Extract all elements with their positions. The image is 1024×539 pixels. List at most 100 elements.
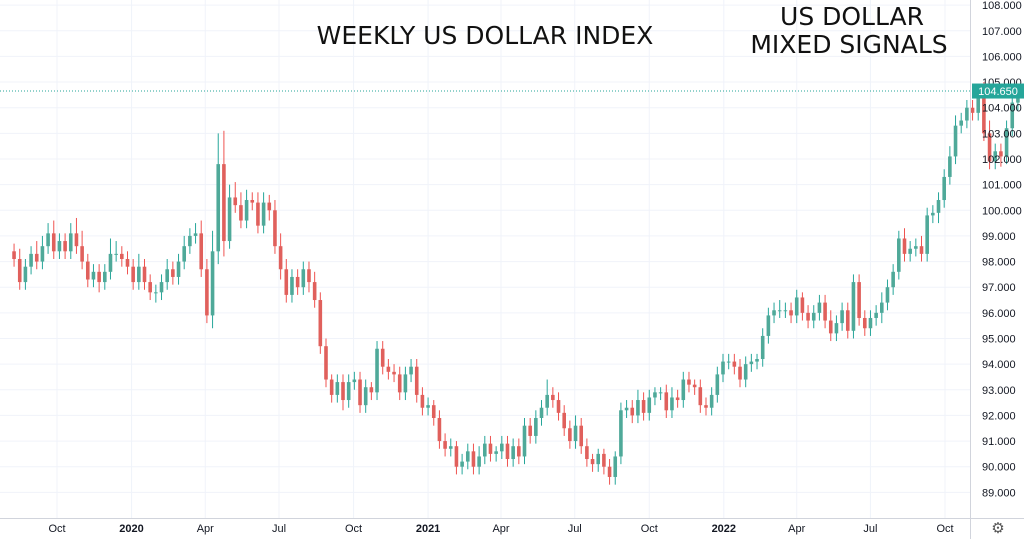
candle: [959, 112, 964, 134]
candle: [914, 238, 918, 257]
candle: [630, 400, 635, 424]
candle: [205, 259, 209, 324]
candle-body: [845, 310, 850, 331]
candle: [851, 274, 856, 339]
candle-body: [131, 266, 135, 283]
candle-body: [658, 392, 663, 394]
candle-body: [426, 405, 430, 408]
candle: [188, 228, 192, 254]
candle-body: [897, 238, 901, 272]
candle: [840, 302, 844, 331]
candle: [534, 410, 538, 444]
candle: [596, 448, 601, 472]
candle-body: [840, 310, 844, 324]
last-price-label: 104.650: [972, 83, 1024, 99]
candle: [942, 169, 946, 208]
candle-body: [74, 233, 79, 247]
x-tick-label: Oct: [345, 523, 362, 535]
candle: [392, 364, 396, 383]
candle: [987, 120, 992, 170]
candle: [460, 453, 464, 475]
candle-body: [624, 407, 629, 411]
candle-body: [726, 361, 731, 363]
candle-body: [329, 379, 334, 395]
candle: [256, 192, 260, 234]
candle-body: [392, 371, 396, 375]
x-tick-label: Apr: [197, 523, 214, 535]
candle-body: [414, 366, 419, 395]
candle: [386, 359, 391, 380]
candle: [511, 438, 515, 467]
candle: [431, 400, 436, 426]
candle: [68, 223, 73, 259]
candle: [726, 353, 731, 370]
candle: [783, 302, 788, 318]
candle: [857, 274, 861, 326]
candle: [437, 410, 442, 449]
candle-body: [709, 394, 714, 408]
candle-body: [891, 271, 895, 288]
grid-layer: [0, 0, 970, 518]
candle-body: [165, 269, 169, 283]
candle: [743, 356, 748, 388]
gear-icon[interactable]: ⚙: [991, 519, 1004, 537]
candle: [301, 261, 306, 295]
candle-body: [341, 382, 345, 401]
candle: [482, 435, 487, 465]
y-tick-label: 108.000: [982, 0, 1022, 12]
candle: [868, 310, 873, 336]
candle-body: [715, 374, 720, 395]
y-tick-label: 92.000: [982, 410, 1016, 422]
candle-body: [641, 400, 646, 413]
candle-body: [482, 443, 487, 457]
candle: [579, 417, 584, 454]
candle-body: [681, 379, 686, 401]
candle-body: [908, 248, 912, 254]
candle: [965, 100, 969, 129]
candle: [34, 241, 39, 270]
candle-body: [794, 297, 799, 316]
last-price-box: [972, 83, 1024, 99]
candle: [120, 246, 124, 267]
candle: [817, 294, 822, 321]
candle-body: [862, 317, 867, 329]
candle-body: [607, 466, 612, 477]
candle: [641, 392, 646, 421]
candle: [80, 230, 84, 270]
candle-body: [51, 233, 56, 252]
candle-body: [210, 251, 215, 316]
candle-body: [278, 246, 283, 270]
candle: [681, 371, 686, 408]
candle-body: [397, 374, 402, 393]
candle-body: [579, 425, 584, 447]
candle-body: [749, 361, 754, 365]
candle-body: [948, 156, 952, 177]
candle: [664, 384, 669, 418]
candle-body: [613, 456, 618, 477]
candle: [936, 192, 941, 224]
candle-body: [902, 238, 907, 254]
candle: [329, 374, 334, 403]
candle-body: [261, 202, 266, 226]
candle: [154, 284, 158, 303]
candle-body: [273, 210, 277, 247]
x-tick-label: Oct: [641, 523, 658, 535]
candle: [948, 146, 952, 185]
candle-body: [953, 125, 958, 157]
candle-body: [562, 412, 566, 429]
candle-body: [193, 233, 198, 236]
candle: [528, 417, 532, 444]
candle-body: [137, 266, 141, 283]
candle-body: [443, 441, 447, 449]
x-tick-label: Jul: [272, 523, 286, 535]
candle-body: [284, 269, 289, 295]
candle-body: [823, 302, 827, 321]
candle: [619, 402, 623, 465]
x-tick-label: Oct: [48, 523, 65, 535]
y-tick-label: 89.000: [982, 487, 1016, 499]
candle: [250, 192, 255, 211]
candle-body: [471, 451, 476, 467]
chart-title: WEEKLY US DOLLAR INDEX: [317, 21, 654, 50]
candle-body: [108, 253, 113, 272]
